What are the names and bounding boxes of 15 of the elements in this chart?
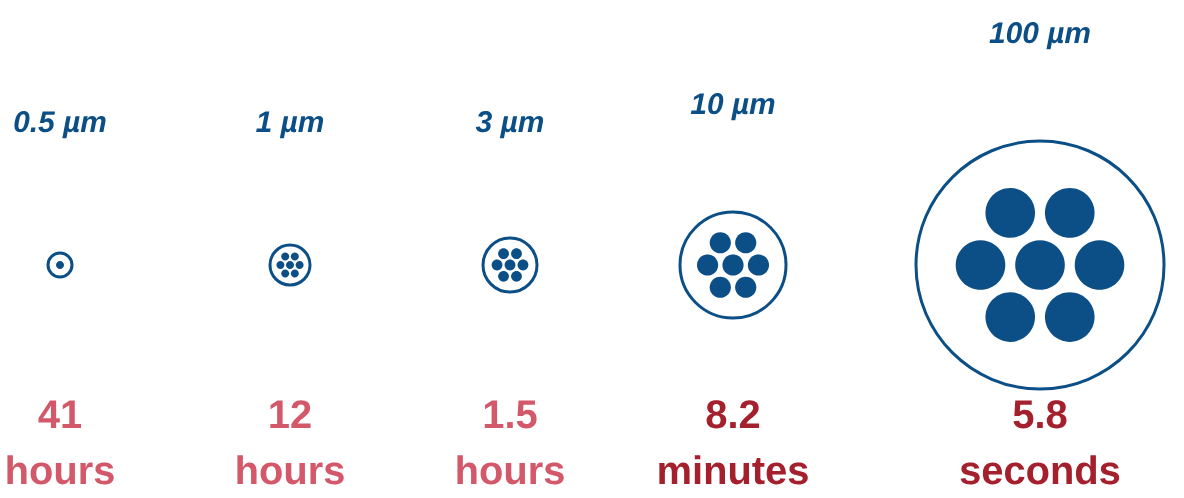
category-label: 1 µm <box>256 111 324 139</box>
text: seconds <box>960 455 1120 485</box>
data-label: 12 <box>270 400 311 428</box>
data-label: 41 <box>38 400 82 428</box>
data-label: 1.5 <box>484 400 537 429</box>
category-label: 10 µm <box>690 93 775 121</box>
text: hours <box>7 455 114 485</box>
text: hours <box>237 455 344 485</box>
category-label: 3 µm <box>475 111 544 139</box>
category-label: 100 µm <box>989 22 1090 50</box>
category-label: 0.5 µm <box>14 111 106 139</box>
text: hours <box>457 455 564 485</box>
text: minutes <box>659 455 808 485</box>
data-label: 5.8 <box>1013 400 1067 429</box>
data-label: 8.2 <box>706 400 760 429</box>
